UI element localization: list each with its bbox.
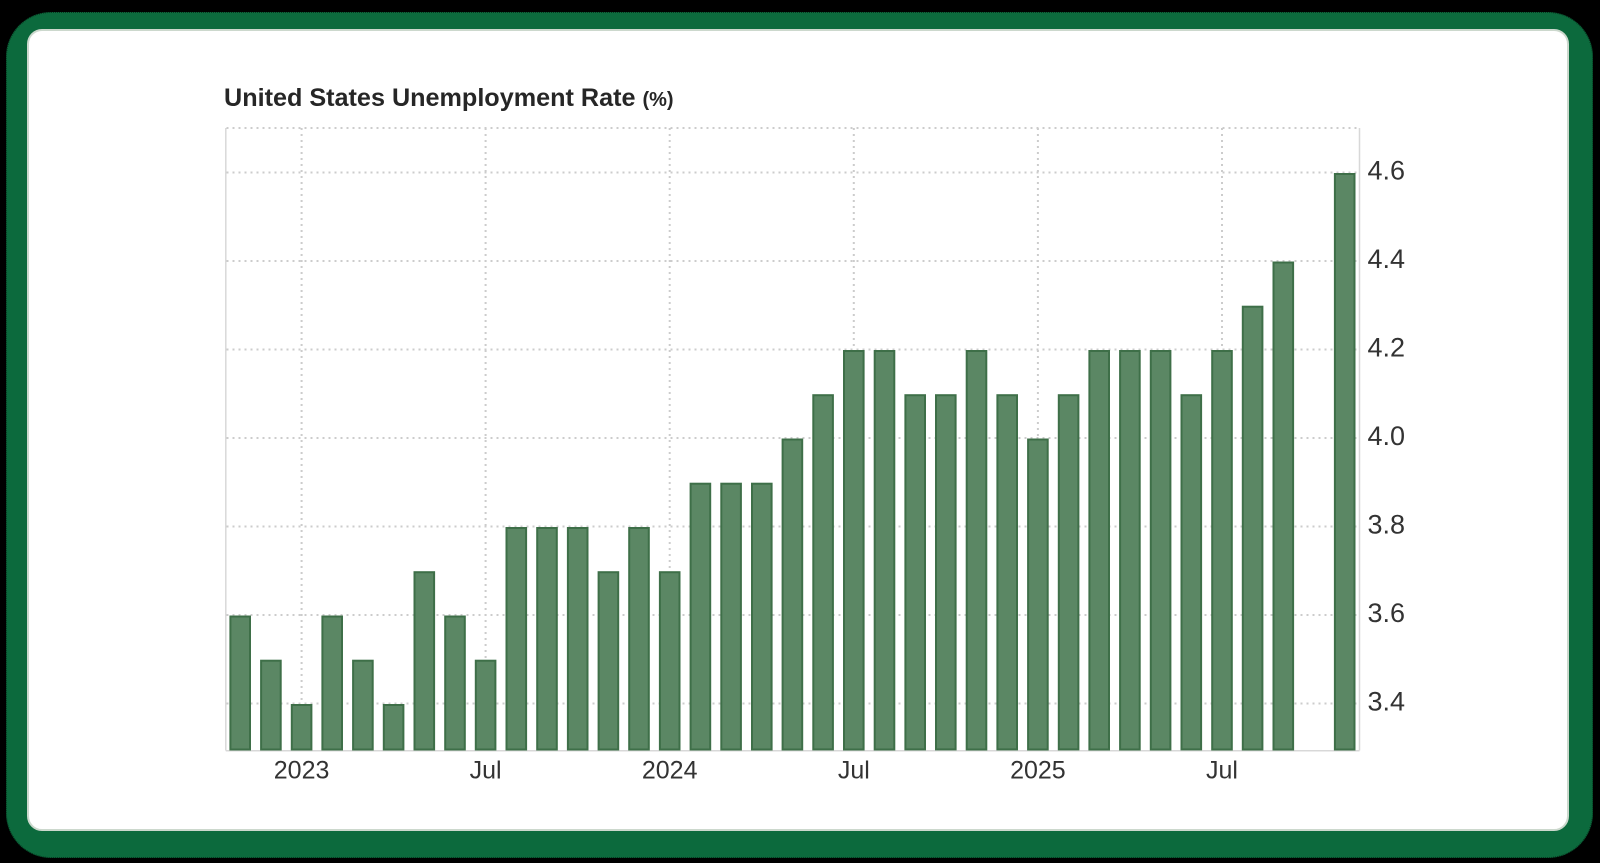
svg-text:3.8: 3.8 bbox=[1368, 509, 1406, 539]
svg-text:Jul: Jul bbox=[1206, 757, 1238, 785]
svg-text:4.6: 4.6 bbox=[1368, 155, 1406, 185]
svg-text:2024: 2024 bbox=[642, 757, 698, 785]
svg-text:Jul: Jul bbox=[838, 757, 870, 785]
svg-text:4.2: 4.2 bbox=[1368, 332, 1406, 362]
svg-text:2023: 2023 bbox=[274, 757, 330, 785]
svg-text:2025: 2025 bbox=[1010, 757, 1066, 785]
svg-text:4.4: 4.4 bbox=[1368, 244, 1406, 274]
svg-text:3.6: 3.6 bbox=[1368, 598, 1406, 628]
svg-text:4.0: 4.0 bbox=[1368, 421, 1406, 451]
svg-text:Jul: Jul bbox=[470, 757, 502, 785]
svg-text:3.4: 3.4 bbox=[1368, 686, 1406, 716]
